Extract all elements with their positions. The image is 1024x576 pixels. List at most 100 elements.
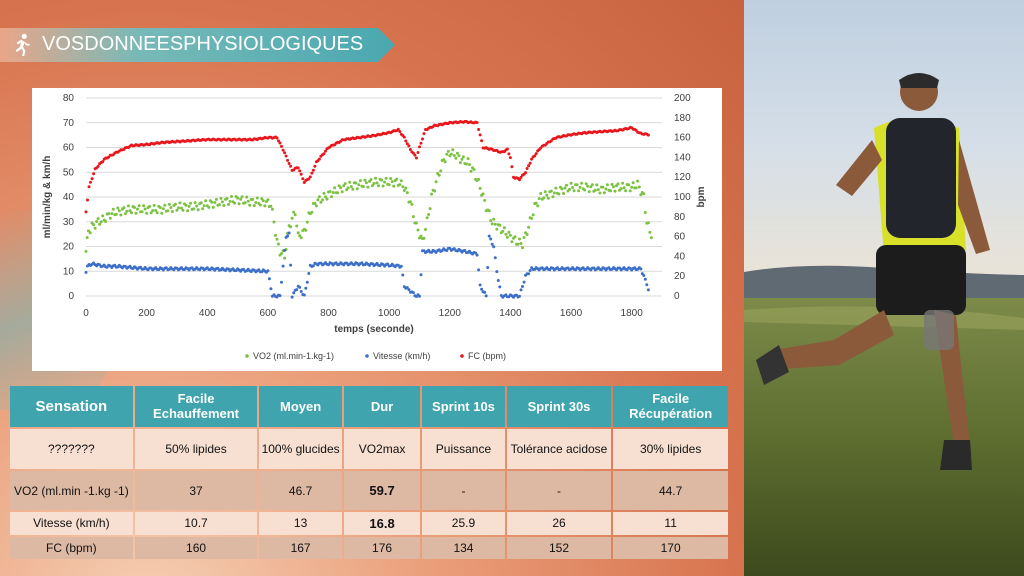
data-point — [493, 256, 497, 260]
data-point — [336, 191, 340, 195]
data-point — [242, 267, 246, 271]
data-point — [266, 198, 270, 202]
data-point — [302, 293, 306, 297]
data-point — [522, 236, 526, 239]
data-point — [126, 204, 130, 208]
data-point — [477, 128, 481, 131]
data-point — [648, 230, 652, 234]
data-point — [510, 240, 514, 244]
data-point — [96, 164, 100, 168]
data-point — [646, 221, 650, 225]
data-point — [222, 204, 226, 207]
y-left-tick-label: 10 — [63, 266, 75, 277]
data-point — [289, 164, 293, 168]
data-point — [405, 191, 409, 195]
data-point — [302, 181, 306, 184]
data-point — [181, 208, 185, 212]
data-point — [495, 227, 499, 231]
y-right-tick-label: 20 — [674, 271, 686, 282]
data-point — [395, 177, 399, 181]
data-point — [636, 179, 640, 183]
data-point — [487, 209, 491, 213]
data-point — [408, 200, 412, 204]
data-point — [369, 178, 373, 181]
data-point — [363, 178, 367, 182]
page-title: VOSDONNEESPHYSIOLOGIQUES — [42, 33, 364, 55]
data-point — [86, 198, 89, 202]
data-point — [295, 224, 299, 228]
data-point — [266, 269, 270, 273]
data-point — [299, 290, 303, 293]
data-point — [111, 207, 115, 211]
data-point — [455, 151, 459, 155]
data-point — [404, 139, 408, 143]
data-point — [295, 288, 299, 292]
data-point — [557, 192, 561, 196]
data-point — [507, 230, 511, 234]
row-label: Vitesse (km/h) — [10, 512, 133, 535]
data-point — [554, 186, 558, 190]
data-point — [639, 267, 643, 271]
table-cell: 11 — [613, 512, 728, 535]
data-point — [513, 235, 517, 239]
data-point — [230, 195, 233, 198]
data-point — [505, 147, 509, 151]
data-point — [498, 285, 502, 289]
table-cell: 170 — [613, 536, 728, 559]
data-point — [290, 216, 294, 220]
data-point — [193, 201, 197, 205]
table-header-row: Sensation Facile Echauffement Moyen Dur … — [10, 386, 728, 427]
data-point — [245, 195, 249, 199]
data-point — [624, 189, 628, 193]
data-point — [521, 246, 524, 250]
y-left-tick-label: 40 — [63, 192, 75, 203]
table-cell: 176 — [343, 536, 421, 559]
data-point — [317, 195, 321, 199]
data-point — [477, 268, 481, 272]
data-point — [296, 231, 300, 235]
data-point — [645, 283, 649, 287]
data-point — [263, 204, 267, 208]
table-header-cell: Facile Echauffement — [134, 386, 258, 427]
data-point — [402, 189, 406, 192]
data-point — [374, 176, 377, 180]
data-point — [519, 288, 523, 292]
data-point — [372, 182, 376, 185]
data-point — [530, 157, 534, 161]
data-point — [167, 202, 171, 206]
table-cell: 46.7 — [259, 471, 342, 511]
data-point — [630, 185, 634, 189]
data-point — [404, 186, 408, 190]
data-point — [187, 204, 191, 208]
series-2 — [84, 119, 650, 214]
data-point — [90, 177, 94, 181]
data-point — [343, 182, 347, 186]
data-point — [299, 172, 303, 176]
data-point — [386, 262, 390, 266]
data-point — [527, 164, 531, 168]
data-point — [543, 190, 547, 194]
data-point — [330, 195, 334, 199]
data-point — [422, 132, 426, 136]
data-point — [195, 204, 199, 208]
data-point — [446, 149, 450, 153]
data-point — [595, 183, 599, 187]
data-point — [287, 231, 291, 235]
data-point — [501, 229, 505, 233]
data-point — [639, 193, 643, 197]
data-point — [401, 185, 405, 189]
data-point — [331, 191, 335, 194]
data-point — [95, 220, 99, 223]
data-point — [631, 181, 635, 185]
data-point — [622, 186, 626, 190]
data-point — [551, 195, 555, 199]
data-point — [399, 179, 403, 183]
data-point — [116, 206, 120, 210]
table-row: VO2 (ml.min -1.kg -1) 37 46.7 59.7 - - 4… — [10, 471, 728, 511]
data-point — [519, 175, 523, 179]
data-point — [110, 212, 114, 216]
data-point — [518, 294, 521, 298]
data-point — [375, 181, 379, 185]
data-point — [180, 206, 183, 210]
data-point — [604, 187, 608, 191]
